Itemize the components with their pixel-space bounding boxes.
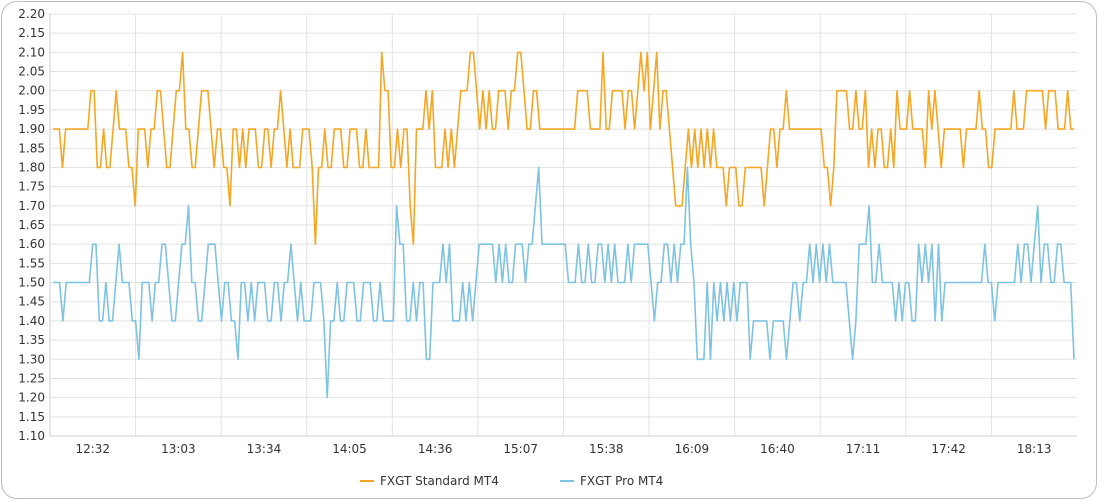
x-tick-label: 13:34	[247, 442, 282, 456]
y-tick-label: 1.45	[18, 295, 45, 309]
x-tick-label: 15:07	[503, 442, 538, 456]
x-tick-label: 14:36	[418, 442, 453, 456]
y-tick-label: 1.25	[18, 371, 45, 385]
y-tick-label: 2.00	[18, 84, 45, 98]
y-tick-label: 1.10	[18, 429, 45, 443]
x-tick-label: 16:09	[675, 442, 710, 456]
y-tick-label: 1.85	[18, 141, 45, 155]
y-tick-label: 1.65	[18, 218, 45, 232]
x-tick-label: 16:40	[760, 442, 795, 456]
x-tick-label: 17:11	[846, 442, 881, 456]
x-tick-label: 12:32	[75, 442, 110, 456]
y-tick-label: 1.15	[18, 410, 45, 424]
y-tick-label: 1.20	[18, 391, 45, 405]
y-tick-label: 1.40	[18, 314, 45, 328]
y-tick-label: 2.05	[18, 65, 45, 79]
y-tick-label: 1.60	[18, 237, 45, 251]
y-tick-label: 2.15	[18, 26, 45, 40]
y-tick-label: 1.90	[18, 122, 45, 136]
series-line-pro	[53, 166, 1075, 399]
y-tick-label: 1.75	[18, 180, 45, 194]
y-tick-label: 1.70	[18, 199, 45, 213]
y-tick-label: 1.50	[18, 276, 45, 290]
y-tick-label: 1.95	[18, 103, 45, 117]
y-tick-label: 1.55	[18, 256, 45, 270]
x-tick-label: 18:13	[1017, 442, 1052, 456]
y-tick-label: 2.10	[18, 45, 45, 59]
legend-label[interactable]: FXGT Standard MT4	[380, 474, 499, 488]
x-tick-label: 14:05	[332, 442, 367, 456]
x-tick-label: 17:42	[931, 442, 966, 456]
y-tick-label: 1.80	[18, 160, 45, 174]
y-tick-label: 1.30	[18, 352, 45, 366]
legend-label[interactable]: FXGT Pro MT4	[580, 474, 663, 488]
y-tick-label: 1.35	[18, 333, 45, 347]
series-line-standard	[53, 51, 1074, 245]
x-tick-label: 15:38	[589, 442, 624, 456]
y-tick-label: 2.20	[18, 7, 45, 21]
x-tick-label: 13:03	[161, 442, 196, 456]
